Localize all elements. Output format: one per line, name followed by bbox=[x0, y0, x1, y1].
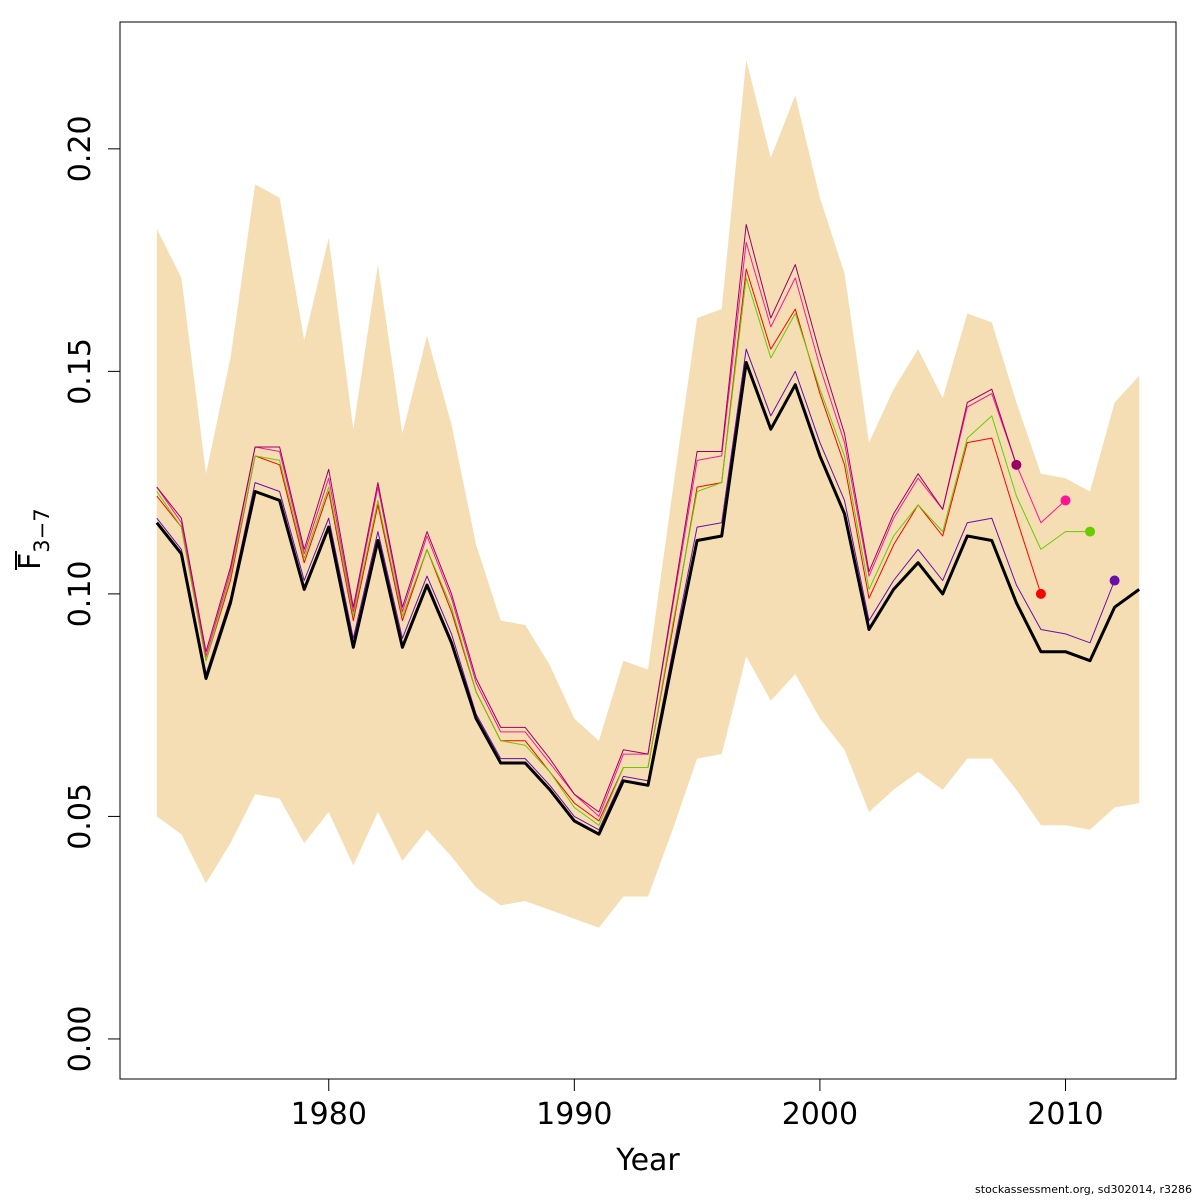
y-tick-label: 0.15 bbox=[63, 338, 98, 405]
series-end-point-5 bbox=[1011, 459, 1022, 470]
y-tick-label: 0.00 bbox=[63, 1006, 98, 1073]
y-axis-title-main: F bbox=[13, 553, 48, 570]
svg-text:F3−7: F3−7 bbox=[13, 508, 54, 570]
x-tick-label: 1990 bbox=[536, 1097, 612, 1132]
x-axis-title: Year bbox=[615, 1143, 680, 1178]
confidence-band-layer bbox=[156, 59, 1140, 928]
x-tick-label: 2000 bbox=[782, 1097, 858, 1132]
x-tick-label: 1980 bbox=[291, 1097, 367, 1132]
series-line-0 bbox=[155, 361, 1141, 836]
y-axis: 0.00 0.05 0.10 0.15 0.20 bbox=[63, 115, 121, 1073]
series-line-5 bbox=[156, 224, 1017, 813]
series-line-3 bbox=[156, 277, 1090, 826]
y-tick-label: 0.05 bbox=[63, 783, 98, 850]
x-axis: 1980 1990 2000 2010 bbox=[291, 1078, 1104, 1132]
series-line-2 bbox=[156, 268, 1042, 822]
series-line-1 bbox=[156, 348, 1116, 831]
footer-credit: stockassessment.org, sd302014, r3286 bbox=[975, 1183, 1192, 1196]
confidence-band bbox=[156, 59, 1140, 928]
series-layer bbox=[155, 224, 1141, 836]
y-tick-label: 0.20 bbox=[63, 115, 98, 182]
y-axis-title-subscript: 3−7 bbox=[30, 508, 54, 552]
y-axis-title: F3−7 bbox=[13, 508, 54, 570]
series-end-point-4 bbox=[1060, 495, 1071, 506]
series-line-4 bbox=[156, 241, 1066, 817]
series-end-point-1 bbox=[1109, 575, 1120, 586]
y-tick-label: 0.10 bbox=[63, 561, 98, 628]
marker-layer bbox=[1011, 459, 1120, 599]
x-tick-label: 2010 bbox=[1027, 1097, 1103, 1132]
series-end-point-2 bbox=[1035, 588, 1046, 599]
series-end-point-3 bbox=[1085, 526, 1096, 537]
